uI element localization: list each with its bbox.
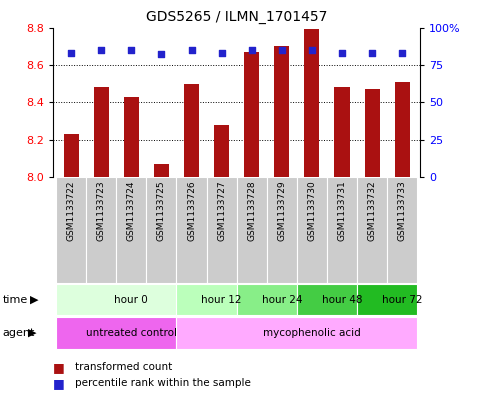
Text: GSM1133722: GSM1133722 <box>67 180 76 241</box>
Bar <box>56 318 176 349</box>
Bar <box>365 89 380 177</box>
Text: hour 0: hour 0 <box>114 295 148 305</box>
Text: hour 12: hour 12 <box>201 295 242 305</box>
Bar <box>146 177 176 283</box>
Point <box>368 50 376 56</box>
Bar <box>327 177 357 283</box>
Text: hour 72: hour 72 <box>382 295 423 305</box>
Text: GSM1133730: GSM1133730 <box>307 180 316 241</box>
Point <box>128 47 135 53</box>
Bar <box>176 318 417 349</box>
Text: GSM1133728: GSM1133728 <box>247 180 256 241</box>
Text: GSM1133731: GSM1133731 <box>338 180 346 241</box>
Point <box>278 47 285 53</box>
Point <box>188 47 196 53</box>
Text: GSM1133732: GSM1133732 <box>368 180 377 241</box>
Text: GSM1133726: GSM1133726 <box>187 180 196 241</box>
Point <box>338 50 346 56</box>
Bar <box>387 177 417 283</box>
Point <box>218 50 226 56</box>
Point <box>67 50 75 56</box>
Bar <box>86 177 116 283</box>
Text: GSM1133733: GSM1133733 <box>398 180 407 241</box>
Bar <box>334 87 350 177</box>
Text: mycophenolic acid: mycophenolic acid <box>263 328 361 338</box>
Text: agent: agent <box>2 328 35 338</box>
Bar <box>244 52 259 177</box>
Bar <box>237 177 267 283</box>
Bar <box>176 284 237 315</box>
Text: ■: ■ <box>53 361 65 374</box>
Point <box>248 47 256 53</box>
Bar <box>304 29 319 177</box>
Bar <box>297 284 357 315</box>
Bar <box>64 134 79 177</box>
Bar <box>56 284 176 315</box>
Text: untreated control: untreated control <box>86 328 177 338</box>
Bar <box>357 177 387 283</box>
Bar <box>207 177 237 283</box>
Bar <box>184 83 199 177</box>
Point <box>308 47 316 53</box>
Text: time: time <box>2 295 28 305</box>
Text: hour 48: hour 48 <box>322 295 362 305</box>
Text: GSM1133729: GSM1133729 <box>277 180 286 241</box>
Text: GSM1133725: GSM1133725 <box>157 180 166 241</box>
Bar <box>124 97 139 177</box>
Text: GDS5265 / ILMN_1701457: GDS5265 / ILMN_1701457 <box>146 9 327 24</box>
Point <box>398 50 406 56</box>
Bar <box>94 87 109 177</box>
Bar <box>176 177 207 283</box>
Text: GSM1133727: GSM1133727 <box>217 180 226 241</box>
Bar <box>56 177 86 283</box>
Text: GSM1133724: GSM1133724 <box>127 180 136 241</box>
Bar <box>154 164 169 177</box>
Bar <box>237 284 297 315</box>
Bar <box>357 284 417 315</box>
Point <box>98 47 105 53</box>
Text: percentile rank within the sample: percentile rank within the sample <box>75 378 251 388</box>
Bar <box>395 82 410 177</box>
Bar <box>297 177 327 283</box>
Point <box>157 51 165 57</box>
Bar <box>274 46 289 177</box>
Text: ■: ■ <box>53 376 65 390</box>
Text: ▶: ▶ <box>28 328 37 338</box>
Text: ▶: ▶ <box>30 295 39 305</box>
Bar <box>214 125 229 177</box>
Bar <box>116 177 146 283</box>
Text: GSM1133723: GSM1133723 <box>97 180 106 241</box>
Text: transformed count: transformed count <box>75 362 172 373</box>
Text: hour 24: hour 24 <box>262 295 302 305</box>
Bar <box>267 177 297 283</box>
